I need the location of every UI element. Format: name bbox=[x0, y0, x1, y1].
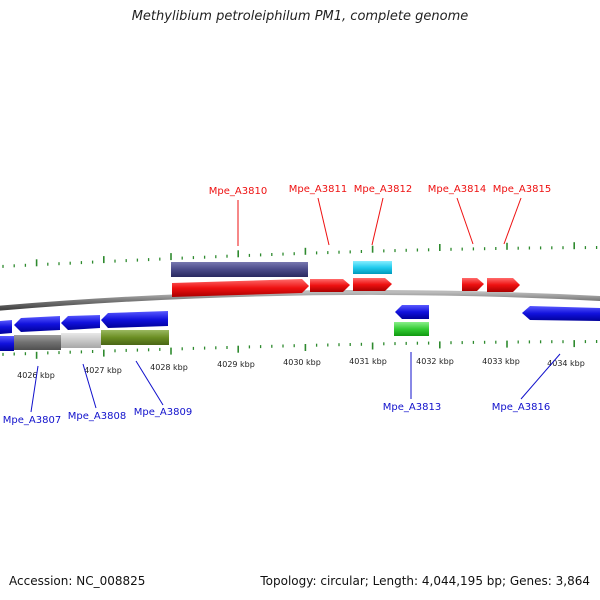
kbp-label: 4026 kbp bbox=[17, 371, 55, 380]
map-title: Methylibium petroleiphilum PM1, complete… bbox=[131, 9, 469, 24]
kbp-label: 4034 kbp bbox=[547, 359, 585, 368]
label-mpe-a3813[interactable]: Mpe_A3813 bbox=[383, 402, 441, 413]
label-mpe-a3807[interactable]: Mpe_A3807 bbox=[3, 415, 61, 426]
gene-arrow-mpe-a3816[interactable] bbox=[522, 306, 600, 321]
kbp-label: 4033 kbp bbox=[482, 357, 520, 366]
gene-arrow-mpe-a3810[interactable] bbox=[172, 279, 309, 297]
gene-arrow-mpe-a3807[interactable] bbox=[14, 316, 60, 332]
top-ruler bbox=[2, 242, 598, 268]
kbp-label: 4030 kbp bbox=[283, 358, 321, 367]
kbp-label: 4031 kbp bbox=[349, 357, 387, 366]
cds-bar-light[interactable] bbox=[61, 333, 101, 348]
label-mpe-a3810[interactable]: Mpe_A3810 bbox=[209, 186, 267, 197]
top-callouts: Mpe_A3810 Mpe_A3811 Mpe_A3812 Mpe_A3814 … bbox=[209, 184, 551, 246]
gene-arrow-mpe-a3812[interactable] bbox=[353, 278, 392, 291]
label-mpe-a3814[interactable]: Mpe_A3814 bbox=[428, 184, 486, 195]
genome-summary: Topology: circular; Length: 4,044,195 bp… bbox=[260, 574, 590, 588]
gene-arrow-mpe-a3809[interactable] bbox=[101, 311, 168, 328]
gene-arrow-mpe-a3811[interactable] bbox=[310, 279, 350, 292]
cds-bar-navy[interactable] bbox=[171, 262, 308, 277]
kbp-label: 4032 kbp bbox=[416, 357, 454, 366]
cds-bar-gray[interactable] bbox=[14, 335, 61, 350]
gene-arrow-mpe-a3813[interactable] bbox=[395, 305, 429, 319]
kbp-label: 4028 kbp bbox=[150, 363, 188, 372]
label-mpe-a3815[interactable]: Mpe_A3815 bbox=[493, 184, 551, 195]
cds-bar-green[interactable] bbox=[394, 322, 429, 336]
cds-bar-left-edge[interactable] bbox=[0, 336, 14, 351]
cds-bar-olive[interactable] bbox=[101, 330, 169, 345]
genome-backbone bbox=[0, 289, 600, 311]
label-mpe-a3812[interactable]: Mpe_A3812 bbox=[354, 184, 412, 195]
accession-label: Accession: NC_008825 bbox=[9, 574, 146, 588]
label-mpe-a3811[interactable]: Mpe_A3811 bbox=[289, 184, 347, 195]
gene-arrow-mpe-a3814[interactable] bbox=[462, 278, 484, 291]
label-mpe-a3816[interactable]: Mpe_A3816 bbox=[492, 402, 550, 413]
kbp-label: 4027 kbp bbox=[84, 366, 122, 375]
bottom-callouts: Mpe_A3807 Mpe_A3808 Mpe_A3809 Mpe_A3813 … bbox=[3, 352, 561, 426]
label-mpe-a3808[interactable]: Mpe_A3808 bbox=[68, 411, 126, 422]
cds-bar-cyan[interactable] bbox=[353, 261, 392, 274]
bottom-ruler bbox=[2, 340, 598, 359]
gene-arrow-mpe-a3815[interactable] bbox=[487, 278, 520, 292]
gene-arrow-mpe-a3808[interactable] bbox=[61, 315, 100, 330]
gene-arrow-left-edge[interactable] bbox=[0, 320, 12, 334]
label-mpe-a3809[interactable]: Mpe_A3809 bbox=[134, 407, 192, 418]
kbp-label: 4029 kbp bbox=[217, 360, 255, 369]
